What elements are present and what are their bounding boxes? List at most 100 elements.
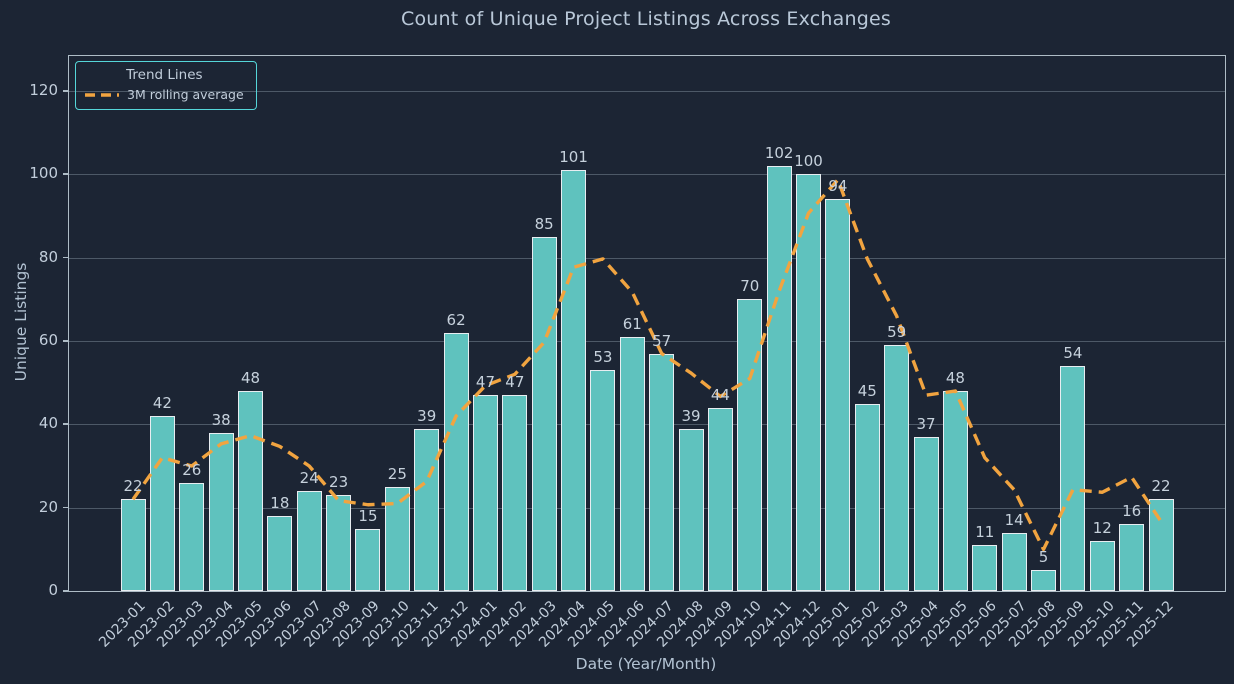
bar-2024-12 <box>796 174 822 591</box>
bar-2025-03 <box>884 345 910 591</box>
bar-2023-09 <box>355 528 381 591</box>
y-tick-mark <box>63 256 68 259</box>
bar-2024-08 <box>678 428 704 591</box>
bar-value-label: 18 <box>270 494 290 512</box>
bar-2025-02 <box>854 403 880 591</box>
dashed-line-icon <box>85 92 119 97</box>
y-tick-label: 40 <box>38 414 58 433</box>
bar-2023-02 <box>149 416 175 591</box>
y-tick-mark <box>63 340 68 342</box>
bar-2023-03 <box>179 482 205 591</box>
legend: Trend Lines 3M rolling average <box>75 61 257 110</box>
gridline <box>69 257 1225 259</box>
bar-value-label: 48 <box>945 369 965 387</box>
bar-value-label: 16 <box>1122 502 1142 521</box>
bar-value-label: 57 <box>652 331 672 350</box>
bar-2023-01 <box>120 499 146 591</box>
legend-item-label: 3M rolling average <box>127 87 244 102</box>
bar-value-label: 85 <box>534 214 554 233</box>
gridline <box>69 174 1225 176</box>
legend-item: 3M rolling average <box>85 87 244 102</box>
bar-value-label: 38 <box>211 410 231 429</box>
bar-2023-04 <box>208 432 234 591</box>
bar-value-label: 53 <box>593 348 613 367</box>
bar-value-label: 48 <box>240 369 261 387</box>
bar-value-label: 42 <box>152 394 172 412</box>
bar-2024-11 <box>766 166 792 591</box>
bar-2024-01 <box>472 395 498 591</box>
bar-2025-08 <box>1031 570 1056 591</box>
bar-2023-07 <box>296 491 322 591</box>
bar-value-label: 24 <box>299 469 319 487</box>
bar-value-label: 22 <box>123 477 143 496</box>
plot-area: 22 42 26 38 48 18 24 23 15 25 39 62 47 47 85 101 53 61 57 3… <box>68 55 1226 592</box>
bar-value-label: 12 <box>1092 519 1112 537</box>
bar-2023-12 <box>443 332 469 591</box>
bar-2024-09 <box>707 407 733 591</box>
bar-value-label: 101 <box>559 148 588 167</box>
bar-value-label: 54 <box>1063 344 1083 362</box>
bar-2024-10 <box>737 299 763 591</box>
y-tick-mark <box>63 506 68 509</box>
bar-2024-03 <box>531 236 557 591</box>
bar-value-label: 15 <box>358 506 378 525</box>
bar-2025-09 <box>1060 366 1086 591</box>
y-tick-mark <box>63 423 68 425</box>
y-tick-label: 100 <box>29 164 58 183</box>
bar-2024-04 <box>561 170 587 591</box>
bar-value-label: 25 <box>387 464 407 483</box>
bar-2025-12 <box>1148 499 1174 591</box>
bar-value-label: 26 <box>182 460 202 479</box>
bar-value-label: 62 <box>446 310 466 329</box>
bar-value-label: 44 <box>710 385 730 404</box>
bar-value-label: 23 <box>329 473 349 492</box>
bar-2023-05 <box>237 391 263 591</box>
chart-title: Count of Unique Project Listings Across … <box>401 8 891 30</box>
bar-value-label: 45 <box>857 381 877 400</box>
gridline <box>69 424 1225 426</box>
bar-value-label: 70 <box>740 277 760 296</box>
y-tick-label: 20 <box>38 497 58 516</box>
y-tick-mark <box>63 90 68 92</box>
bar-value-label: 22 <box>1151 477 1171 496</box>
bar-2023-08 <box>326 495 352 591</box>
bar-value-label: 59 <box>887 323 907 342</box>
y-tick-label: 60 <box>38 331 58 349</box>
bar-value-label: 39 <box>681 406 701 425</box>
gridline <box>69 341 1225 342</box>
bar-value-label: 47 <box>505 373 525 392</box>
bar-value-label: 61 <box>622 314 642 333</box>
bar-2024-06 <box>619 336 645 591</box>
bar-value-label: 14 <box>1004 510 1024 529</box>
bar-2025-01 <box>825 199 851 591</box>
bar-2025-07 <box>1001 532 1027 591</box>
y-tick-mark <box>63 590 68 592</box>
x-axis-label: Date (Year/Month) <box>575 655 717 673</box>
bar-value-label: 47 <box>475 373 495 392</box>
bar-2025-04 <box>913 436 939 591</box>
bar-2023-06 <box>267 516 293 591</box>
bar-2025-06 <box>972 545 998 591</box>
bar-value-label: 100 <box>794 152 823 171</box>
bar-value-label: 37 <box>916 414 936 433</box>
bar-2024-02 <box>502 395 528 591</box>
y-tick-mark <box>63 173 68 175</box>
y-tick-label: 0 <box>48 581 58 599</box>
bar-2024-07 <box>649 353 675 591</box>
bar-value-label: 94 <box>828 177 848 196</box>
bar-2025-11 <box>1119 524 1145 591</box>
y-tick-label: 80 <box>38 247 58 266</box>
gridline <box>69 91 1225 92</box>
bar-value-label: 11 <box>975 523 995 542</box>
bar-value-label: 5 <box>1038 548 1049 567</box>
bar-value-label: 102 <box>764 144 794 162</box>
bar-2025-10 <box>1089 541 1115 591</box>
trend-line <box>131 178 1163 552</box>
gridline <box>69 507 1225 509</box>
y-tick-label: 120 <box>29 81 58 99</box>
y-axis-label: Unique Listings <box>12 262 30 382</box>
bar-value-label: 39 <box>417 406 437 425</box>
legend-title: Trend Lines <box>126 67 203 83</box>
bar-2023-11 <box>414 428 440 591</box>
